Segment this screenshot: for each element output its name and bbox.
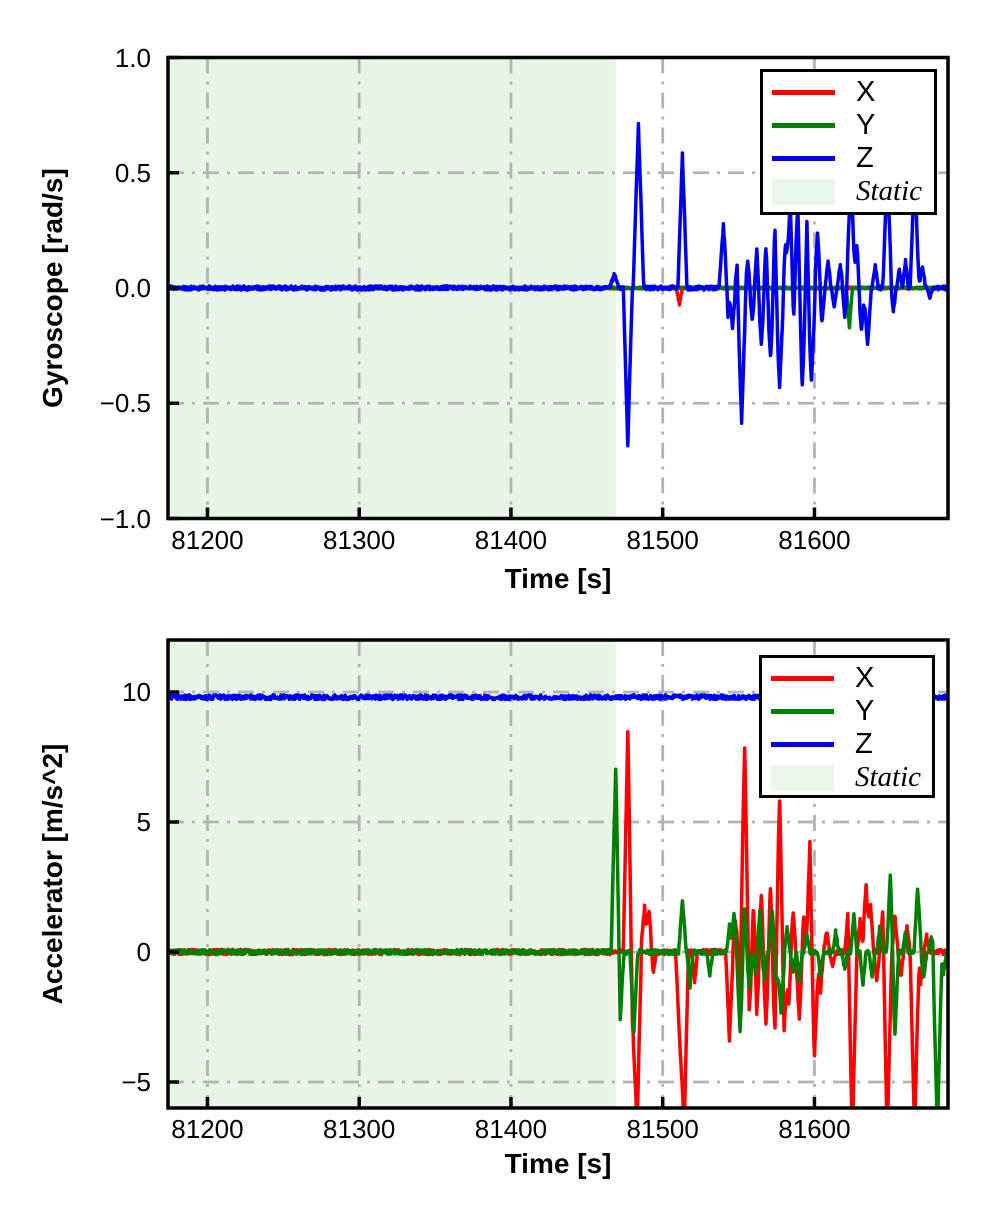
legend-item-z: Z — [763, 142, 934, 175]
y-tick-label: 0.0 — [114, 273, 151, 303]
y-tick-label: −0.5 — [99, 388, 151, 419]
legend-label-y: Y — [856, 109, 876, 141]
legend-item-x: X — [763, 76, 934, 109]
bottom-x-axis-label: Time [s] — [504, 1148, 612, 1179]
legend-label-z: Z — [855, 728, 873, 760]
x-tick-label: 81500 — [626, 1114, 699, 1144]
legend-item-static: Static — [762, 761, 932, 794]
x-tick-label: 81300 — [323, 524, 396, 555]
y-tick-label: 0.5 — [114, 157, 151, 188]
legend-line-swatch-x — [771, 676, 834, 681]
legend-label-x: X — [855, 662, 875, 694]
x-tick-label: 81200 — [171, 524, 244, 555]
legend-label-static: Static — [855, 761, 922, 793]
legend-top: X Y Z Static — [760, 69, 937, 215]
legend-bottom: X Y Z Static — [759, 655, 935, 798]
legend-line-swatch-y — [772, 123, 835, 128]
legend-label-y: Y — [855, 695, 875, 727]
y-tick-label: 10 — [122, 677, 151, 707]
x-tick-label: 81400 — [474, 1114, 548, 1144]
legend-item-z: Z — [762, 728, 932, 761]
legend-item-static: Static — [763, 175, 934, 208]
legend-item-x: X — [762, 662, 932, 695]
series-z-line — [168, 121, 948, 448]
y-tick-label: 0 — [136, 937, 151, 967]
bottom-y-axis-label: Accelerator [m/s^2] — [37, 743, 68, 1005]
x-tick-label: 81200 — [171, 1114, 244, 1144]
y-tick-label: −1.0 — [99, 503, 151, 534]
legend-item-y: Y — [762, 695, 932, 728]
y-tick-label: 1.0 — [114, 42, 151, 73]
legend-patch-swatch-static — [771, 764, 834, 791]
y-tick-label: 5 — [136, 807, 151, 837]
legend-line-swatch-z — [771, 742, 834, 747]
legend-line-swatch-z — [772, 156, 835, 161]
series-y-line — [168, 767, 948, 1108]
x-tick-label: 81500 — [626, 524, 699, 555]
axes-frame — [166, 638, 950, 1110]
legend-label-z: Z — [856, 142, 874, 174]
legend-label-static: Static — [856, 175, 923, 207]
x-tick-label: 81300 — [323, 1114, 396, 1144]
legend-label-x: X — [856, 76, 876, 108]
static-region — [168, 640, 616, 1108]
x-tick-label: 81400 — [474, 524, 548, 555]
top-x-axis-label: Time [s] — [504, 563, 612, 594]
x-tick-label: 81600 — [778, 1114, 851, 1144]
y-tick-label: −5 — [121, 1067, 151, 1097]
legend-patch-swatch-static — [772, 178, 835, 205]
x-tick-label: 81600 — [778, 524, 851, 555]
legend-item-y: Y — [763, 109, 934, 142]
legend-line-swatch-y — [771, 709, 834, 714]
legend-line-swatch-x — [772, 90, 835, 95]
